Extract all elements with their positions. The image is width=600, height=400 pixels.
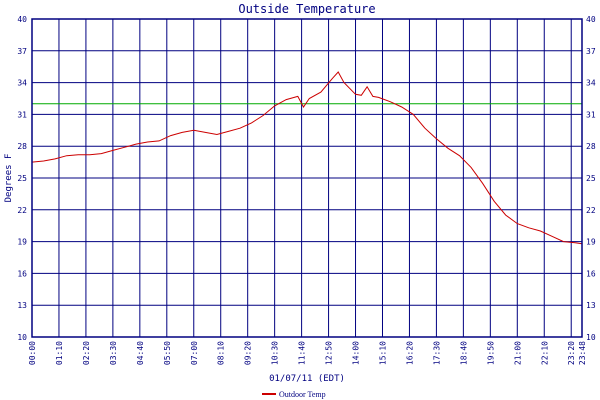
y-tick-label-left: 37 <box>17 47 27 56</box>
x-tick-label: 11:40 <box>298 341 307 365</box>
y-tick-label-left: 40 <box>17 15 27 24</box>
y-axis-title: Degrees F <box>4 154 14 203</box>
y-tick-label-right: 16 <box>586 269 596 278</box>
x-tick-label: 22:10 <box>540 341 549 365</box>
x-tick-label: 08:10 <box>217 341 226 365</box>
x-tick-label: 19:50 <box>486 341 495 365</box>
x-tick-label: 09:20 <box>244 341 253 365</box>
y-axis-right-labels: 10 13 16 19 22 25 28 31 34 37 40 <box>586 15 596 342</box>
y-tick-label-right: 22 <box>586 206 596 215</box>
y-tick-label-right: 37 <box>586 47 596 56</box>
x-tick-label: 23:20 <box>567 341 576 365</box>
chart-grid <box>31 18 583 338</box>
x-tick-label: 02:20 <box>82 341 91 365</box>
x-tick-label: 00:00 <box>28 341 37 365</box>
x-tick-label: 03:30 <box>109 341 118 365</box>
x-tick-label: 10:30 <box>271 341 280 365</box>
x-tick-label: 17:30 <box>432 341 441 365</box>
x-tick-label: 15:10 <box>378 341 387 365</box>
y-tick-label-right: 28 <box>586 142 596 151</box>
x-tick-label: 12:50 <box>325 341 334 365</box>
x-tick-label: 18:40 <box>459 341 468 365</box>
x-tick-label: 07:00 <box>190 341 199 365</box>
x-tick-label: 23:48 <box>578 341 587 365</box>
y-tick-label-right: 19 <box>586 238 596 247</box>
y-tick-label-left: 16 <box>17 269 27 278</box>
y-tick-label-right: 40 <box>586 15 596 24</box>
y-axis-left-labels: 10 13 16 19 22 25 28 31 34 37 40 <box>17 15 27 342</box>
plot-frame <box>31 18 583 338</box>
x-tick-label: 01:10 <box>55 341 64 365</box>
y-tick-label-right: 10 <box>586 333 596 342</box>
series-line-outdoor-temp <box>31 71 583 245</box>
chart-title: Outside Temperature <box>238 2 375 16</box>
y-tick-label-left: 22 <box>17 206 27 215</box>
y-tick-label-right: 25 <box>586 174 596 183</box>
x-tick-label: 05:50 <box>163 341 172 365</box>
y-tick-label-right: 34 <box>586 79 596 88</box>
x-tick-label: 16:20 <box>405 341 414 365</box>
y-tick-label-left: 19 <box>17 238 27 247</box>
legend: Outdoor Temp <box>262 390 326 399</box>
x-tick-label: 04:40 <box>136 341 145 365</box>
y-tick-label-left: 28 <box>17 142 27 151</box>
y-tick-label-left: 25 <box>17 174 27 183</box>
x-tick-label: 14:00 <box>352 341 361 365</box>
y-tick-label-right: 13 <box>586 301 596 310</box>
y-tick-label-left: 34 <box>17 79 27 88</box>
x-axis-title: 01/07/11 (EDT) <box>269 374 345 384</box>
x-tick-label: 21:00 <box>513 341 522 365</box>
y-tick-label-left: 13 <box>17 301 27 310</box>
y-tick-label-left: 10 <box>17 333 27 342</box>
legend-label: Outdoor Temp <box>279 390 326 399</box>
y-tick-label-right: 31 <box>586 110 596 119</box>
y-tick-label-left: 31 <box>17 110 27 119</box>
x-axis-labels: 00:00 01:10 02:20 03:30 04:40 05:50 07:00 08:10… <box>28 341 587 365</box>
